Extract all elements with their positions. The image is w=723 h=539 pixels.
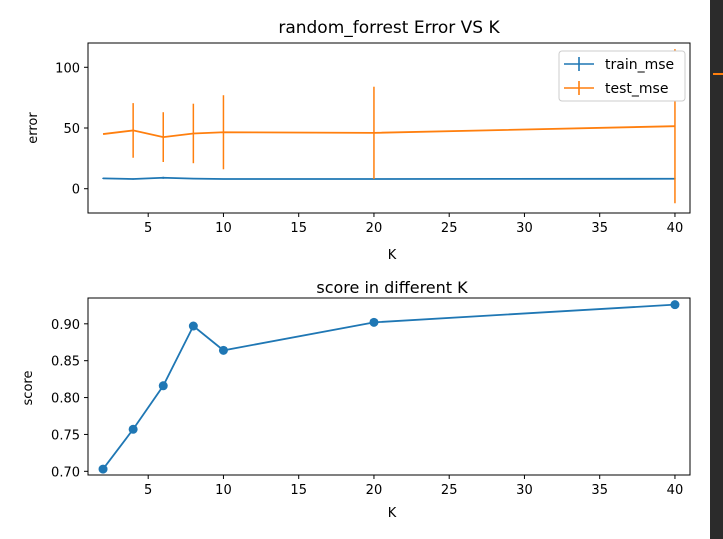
error-x-tick-label: 20: [366, 221, 383, 236]
error-y-tick-label: 50: [63, 122, 80, 137]
score-x-tick-label: 20: [366, 483, 383, 498]
score-ticks: 5 10 15 20 25 30 35 40 0.70 0.75 0.80 0.85 0.90: [51, 318, 683, 498]
score-point: [98, 464, 108, 474]
error-x-axis-label: K: [388, 248, 397, 263]
score-x-axis-label: K: [388, 506, 397, 521]
score-x-tick-label: 15: [290, 483, 307, 498]
error-x-tick-label: 10: [215, 221, 232, 236]
error-y-tick-label: 0: [72, 183, 80, 198]
score-point: [128, 424, 138, 434]
score-chart-title: score in different K: [316, 278, 468, 297]
score-y-tick-label: 0.75: [51, 428, 80, 443]
error-series: [102, 49, 676, 204]
orange-edge-mark: [713, 73, 723, 75]
score-x-tick-label: 25: [441, 483, 458, 498]
score-point: [218, 345, 228, 355]
legend-test-label: test_mse: [605, 81, 668, 97]
score-point: [188, 321, 198, 331]
error-y-axis-label: error: [26, 112, 41, 144]
error-x-tick-label: 40: [667, 221, 684, 236]
score-point: [670, 300, 680, 310]
score-plot-area: [87, 297, 691, 476]
score-series: [98, 300, 680, 474]
error-x-tick-label: 15: [290, 221, 307, 236]
legend: train_mse test_mse: [558, 50, 686, 102]
score-x-tick-label: 35: [591, 483, 608, 498]
score-chart: score in different K K score 5 10 15 20 25 30…: [21, 278, 691, 521]
error-ticks: 5 10 15 20 25 30 35 40 0 50 100: [55, 61, 683, 236]
score-x-tick-label: 5: [144, 483, 152, 498]
error-chart-title: random_forrest Error VS K: [278, 18, 500, 38]
error-y-tick-label: 100: [55, 61, 80, 76]
score-x-tick-label: 30: [516, 483, 533, 498]
error-x-tick-label: 35: [591, 221, 608, 236]
error-x-tick-label: 25: [441, 221, 458, 236]
error-chart: random_forrest Error VS K K error 5 10 15 2…: [26, 18, 691, 263]
error-x-tick-label: 30: [516, 221, 533, 236]
score-x-tick-label: 40: [667, 483, 684, 498]
score-x-tick-label: 10: [215, 483, 232, 498]
score-y-tick-label: 0.80: [51, 392, 80, 407]
score-y-tick-label: 0.70: [51, 465, 80, 480]
score-y-tick-label: 0.90: [51, 318, 80, 333]
score-y-tick-label: 0.85: [51, 355, 80, 370]
score-point: [369, 317, 379, 327]
legend-train-label: train_mse: [605, 57, 674, 73]
error-x-tick-label: 5: [144, 221, 152, 236]
score-y-axis-label: score: [21, 371, 36, 406]
score-point: [158, 381, 168, 391]
